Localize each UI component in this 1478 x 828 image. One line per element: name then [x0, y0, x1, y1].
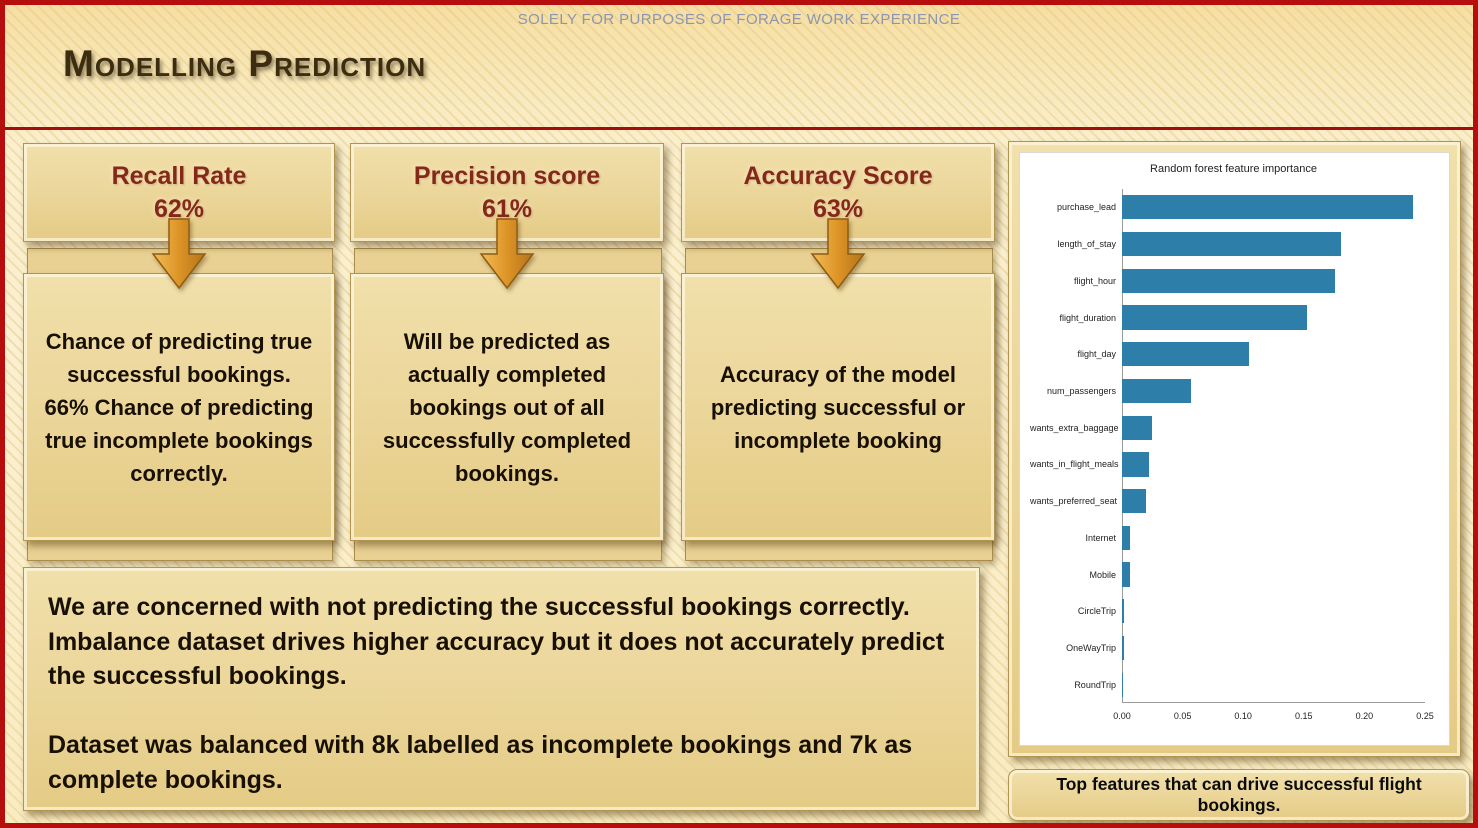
caption-text: Top features that can drive successful f… [1056, 774, 1422, 815]
chart-title: Random forest feature importance [1150, 163, 1317, 175]
y-axis-line [1122, 189, 1123, 703]
x-tick-label: 0.05 [1173, 711, 1192, 721]
chart-bar [1122, 599, 1125, 624]
chart-category-label: wants_preferred_seat [1030, 496, 1118, 507]
chart-bar [1122, 342, 1250, 367]
chart-bar-track [1122, 519, 1425, 556]
chart-bar-track [1122, 630, 1425, 667]
metric-value: 61% [481, 194, 533, 223]
chart-bar-track [1122, 189, 1425, 226]
chart-bar-track [1122, 556, 1425, 593]
chart-row: wants_preferred_seat [1030, 483, 1425, 520]
chart-row: length_of_stay [1030, 226, 1425, 263]
chart-row: wants_extra_baggage [1030, 409, 1425, 446]
chart-bar-track [1122, 446, 1425, 483]
chart-row: Internet [1030, 519, 1425, 556]
chart-row: flight_hour [1030, 262, 1425, 299]
desc-box-recall: Chance of predicting true successful boo… [23, 273, 335, 541]
metric-label: Recall Rate [111, 162, 247, 190]
down-arrow-icon [151, 218, 207, 290]
desc-text: Accuracy of the model predicting success… [710, 361, 966, 453]
chart-bar-track [1122, 373, 1425, 410]
disclaimer-text: SOLELY FOR PURPOSES OF FORAGE WORK EXPER… [517, 11, 961, 28]
chart-category-label: Mobile [1089, 569, 1116, 580]
chart-category-label: CircleTrip [1077, 606, 1116, 617]
x-tick-label: 0.20 [1355, 711, 1374, 721]
chart-bar-track [1122, 226, 1425, 263]
chart-row: purchase_lead [1030, 189, 1425, 226]
chart-row: Mobile [1030, 556, 1425, 593]
chart-category-label: wants_in_flight_meals [1030, 459, 1119, 470]
chart-category-label: num_passengers [1046, 385, 1116, 396]
chart-row: num_passengers [1030, 373, 1425, 410]
chart-plot-area: Random forest feature importance purchas… [1019, 152, 1450, 746]
chart-row: flight_day [1030, 336, 1425, 373]
chart-bar-track [1122, 483, 1425, 520]
chart-category-label: flight_day [1077, 349, 1116, 360]
chart-bar [1122, 488, 1147, 514]
chart-category-label: OneWayTrip [1066, 642, 1116, 653]
chart-bar [1122, 452, 1149, 477]
summary-text: We are concerned with not predicting the… [48, 593, 945, 794]
chart-row: RoundTrip [1030, 666, 1425, 703]
chart-row: wants_in_flight_meals [1030, 446, 1425, 483]
chart-bar [1122, 562, 1131, 587]
chart-bar-track [1122, 593, 1425, 630]
x-tick-label: 0.10 [1234, 711, 1252, 721]
feature-importance-chart-panel: Random forest feature importance purchas… [1008, 141, 1461, 757]
chart-bar-track [1122, 262, 1425, 299]
desc-box-accuracy: Accuracy of the model predicting success… [681, 273, 995, 541]
chart-row: flight_duration [1030, 299, 1425, 336]
chart-bar [1122, 525, 1131, 550]
chart-category-label: flight_hour [1073, 275, 1116, 286]
summary-box: We are concerned with not predicting the… [23, 567, 980, 811]
chart-category-label: RoundTrip [1074, 679, 1116, 690]
desc-box-precision: Will be predicted as actually completed … [350, 273, 664, 541]
down-arrow-icon [810, 218, 866, 290]
desc-text: Chance of predicting true successful boo… [44, 328, 314, 486]
page-title: Modelling Prediction [63, 43, 427, 84]
chart-category-label: purchase_lead [1056, 202, 1116, 213]
x-tick-label: 0.15 [1295, 711, 1313, 721]
chart-bar-track [1122, 666, 1425, 703]
chart-bar [1122, 378, 1192, 404]
caption-box: Top features that can drive successful f… [1008, 769, 1470, 821]
chart-bar-track [1122, 299, 1425, 336]
chart-bar [1122, 672, 1124, 697]
metric-label: Precision score [413, 162, 601, 190]
header-divider [5, 127, 1473, 130]
chart-bar-track [1122, 336, 1425, 373]
chart-bar-track [1122, 409, 1425, 446]
chart-bar [1122, 635, 1125, 661]
chart-bar [1122, 305, 1308, 330]
chart-bar [1122, 195, 1413, 220]
chart-category-label: length_of_stay [1057, 239, 1116, 250]
chart-bar [1122, 415, 1153, 440]
chart-category-label: flight_duration [1059, 312, 1116, 323]
chart-bar [1122, 231, 1342, 257]
chart-bar [1122, 268, 1336, 293]
chart-x-axis: 0.00 0.05 0.10 0.15 0.20 0.25 [1113, 709, 1434, 723]
metric-value: 63% [812, 194, 864, 223]
desc-text: Will be predicted as actually completed … [382, 328, 632, 486]
x-axis-line [1122, 702, 1425, 703]
x-tick-label: 0.25 [1416, 711, 1434, 721]
chart-category-label: wants_extra_baggage [1030, 422, 1119, 433]
chart-row: CircleTrip [1030, 593, 1425, 630]
metric-label: Accuracy Score [743, 162, 933, 190]
chart-row: OneWayTrip [1030, 630, 1425, 667]
metric-value: 62% [153, 194, 205, 223]
down-arrow-icon [479, 218, 535, 290]
x-tick-label: 0.00 [1113, 711, 1131, 721]
chart-category-label: Internet [1085, 532, 1116, 543]
